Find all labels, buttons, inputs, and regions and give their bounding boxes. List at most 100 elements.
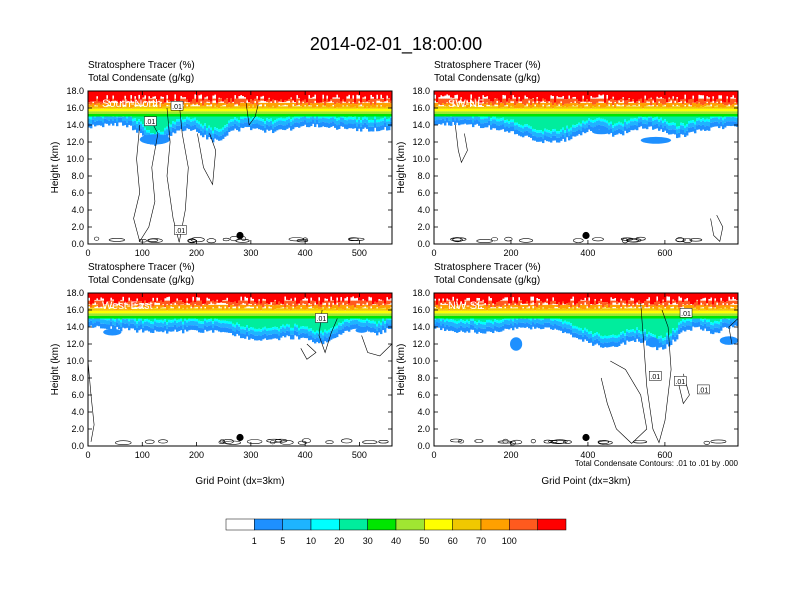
contour-line [235,238,250,243]
contour-label: .01 [174,225,187,235]
y-axis-label: Height (km) [396,142,407,194]
contour-line [703,440,710,445]
contour-line [621,238,629,244]
x-tick-label: 0 [85,450,90,460]
contour-label: .01 [697,384,710,395]
y-tick-label: 14.0 [66,322,84,332]
colorbar-swatch [282,518,312,531]
y-axis: 0.0 2.0 4.0 6.0 8.0 10.0 12.0 14.0 16.0 18.0 [412,288,738,451]
contour-line [166,102,189,243]
contour-line [133,116,159,243]
contour-label-text: .01 [650,374,660,381]
y-tick-label: 18.0 [412,86,430,96]
contour-label-box [674,376,687,386]
contour-line [682,238,693,243]
contour-line [197,133,217,186]
contour-note: Total Condensate Contours: .01 to .01 by… [575,459,739,468]
x-tick-label: 400 [298,248,313,258]
colorbar-swatch [424,518,453,531]
x-tick-label: 600 [657,450,672,460]
y-tick-label: 2.0 [71,424,84,434]
contour-line [552,439,568,444]
contour-label-box [697,384,710,395]
y-tick-label: 10.0 [412,356,430,366]
panel-label: West-East [102,300,153,312]
contour-label-box [144,116,157,126]
contour-line [187,239,197,243]
contour-line [138,239,147,243]
colorbar-label: 10 [306,536,316,546]
contour-line [509,440,517,446]
colorbar-label: 40 [391,536,401,546]
colorbar-label: 30 [363,536,373,546]
contour-line [597,439,610,444]
colorbar-swatch [452,518,482,531]
contour-label-box [679,308,693,318]
y-tick-label: 10.0 [66,154,84,164]
y-tick-label: 8.0 [417,373,430,383]
location-marker [582,231,590,240]
contour-line [548,439,558,443]
y-axis-label: Height (km) [50,344,61,396]
contour-line [245,102,259,126]
y-tick-label: 8.0 [71,373,84,383]
tracer-blob [139,134,171,145]
contour-label-text: .01 [175,228,185,235]
contour-line [592,237,604,242]
contour-line [301,438,311,444]
contour-label: .01 [679,308,693,318]
x-axis: 0 100 200 300 400 500 [85,91,367,258]
panel-subtitle-condensate: Total Condensate (g/kg) [88,275,194,286]
x-tick-label: 400 [298,450,313,460]
panel-subtitle-tracer: Stratosphere Tracer (%) [434,262,541,273]
x-tick-label: 0 [431,450,436,460]
tracer-blob [103,328,122,336]
y-tick-label: 6.0 [71,188,84,198]
contour-label: .01 [170,101,184,111]
contour-line [710,214,724,242]
x-tick-label: 200 [189,248,204,258]
y-tick-label: 14.0 [412,322,430,332]
contour-line [640,303,672,444]
contour-line [325,440,334,444]
contour-label-box [174,225,187,235]
y-tick-label: 10.0 [66,356,84,366]
colorbar-swatch [225,518,255,531]
y-tick-label: 0.0 [71,239,84,249]
y-tick-label: 18.0 [66,288,84,298]
contour-line [361,335,392,357]
y-tick-label: 18.0 [66,86,84,96]
y-tick-label: 4.0 [417,205,430,215]
colorbar-swatch [509,518,538,531]
location-marker [236,433,244,442]
y-axis: 0.0 2.0 4.0 6.0 8.0 10.0 12.0 14.0 16.0 18.0 [66,288,392,451]
contour-label: .01 [144,116,157,126]
panel-subtitle-tracer: Stratosphere Tracer (%) [88,262,195,273]
panel-label: NW-SE [448,300,484,312]
tracer-blob [640,136,672,144]
panel-4: 0 200 400 600 0.0 2.0 4.0 6.0 8.0 10.0 12.0 14.0 16.… [396,262,739,487]
contour-line [563,440,572,444]
contour-line [518,238,534,243]
contour-label-text: .01 [675,379,685,386]
contour-line [378,440,389,444]
y-tick-label: 8.0 [417,171,430,181]
x-axis-label: Grid Point (dx=3km) [541,476,630,487]
tracer-blob [719,336,738,345]
contour-line [600,360,648,444]
contour-line [93,236,100,241]
y-tick-label: 16.0 [412,305,430,315]
x-tick-label: 100 [135,248,150,258]
contour-label-text: .01 [172,104,182,111]
colorbar-swatch [310,518,340,531]
colorbar-swatch [254,518,283,531]
contour-label-text: .01 [681,311,691,318]
y-tick-label: 14.0 [66,120,84,130]
x-tick-label: 0 [85,248,90,258]
contour-line [689,238,703,242]
contour-line [296,239,309,243]
axes-frame [433,292,739,447]
contour-line [511,439,523,445]
contour-line [341,438,353,444]
panel-subtitle-tracer: Stratosphere Tracer (%) [434,60,541,71]
